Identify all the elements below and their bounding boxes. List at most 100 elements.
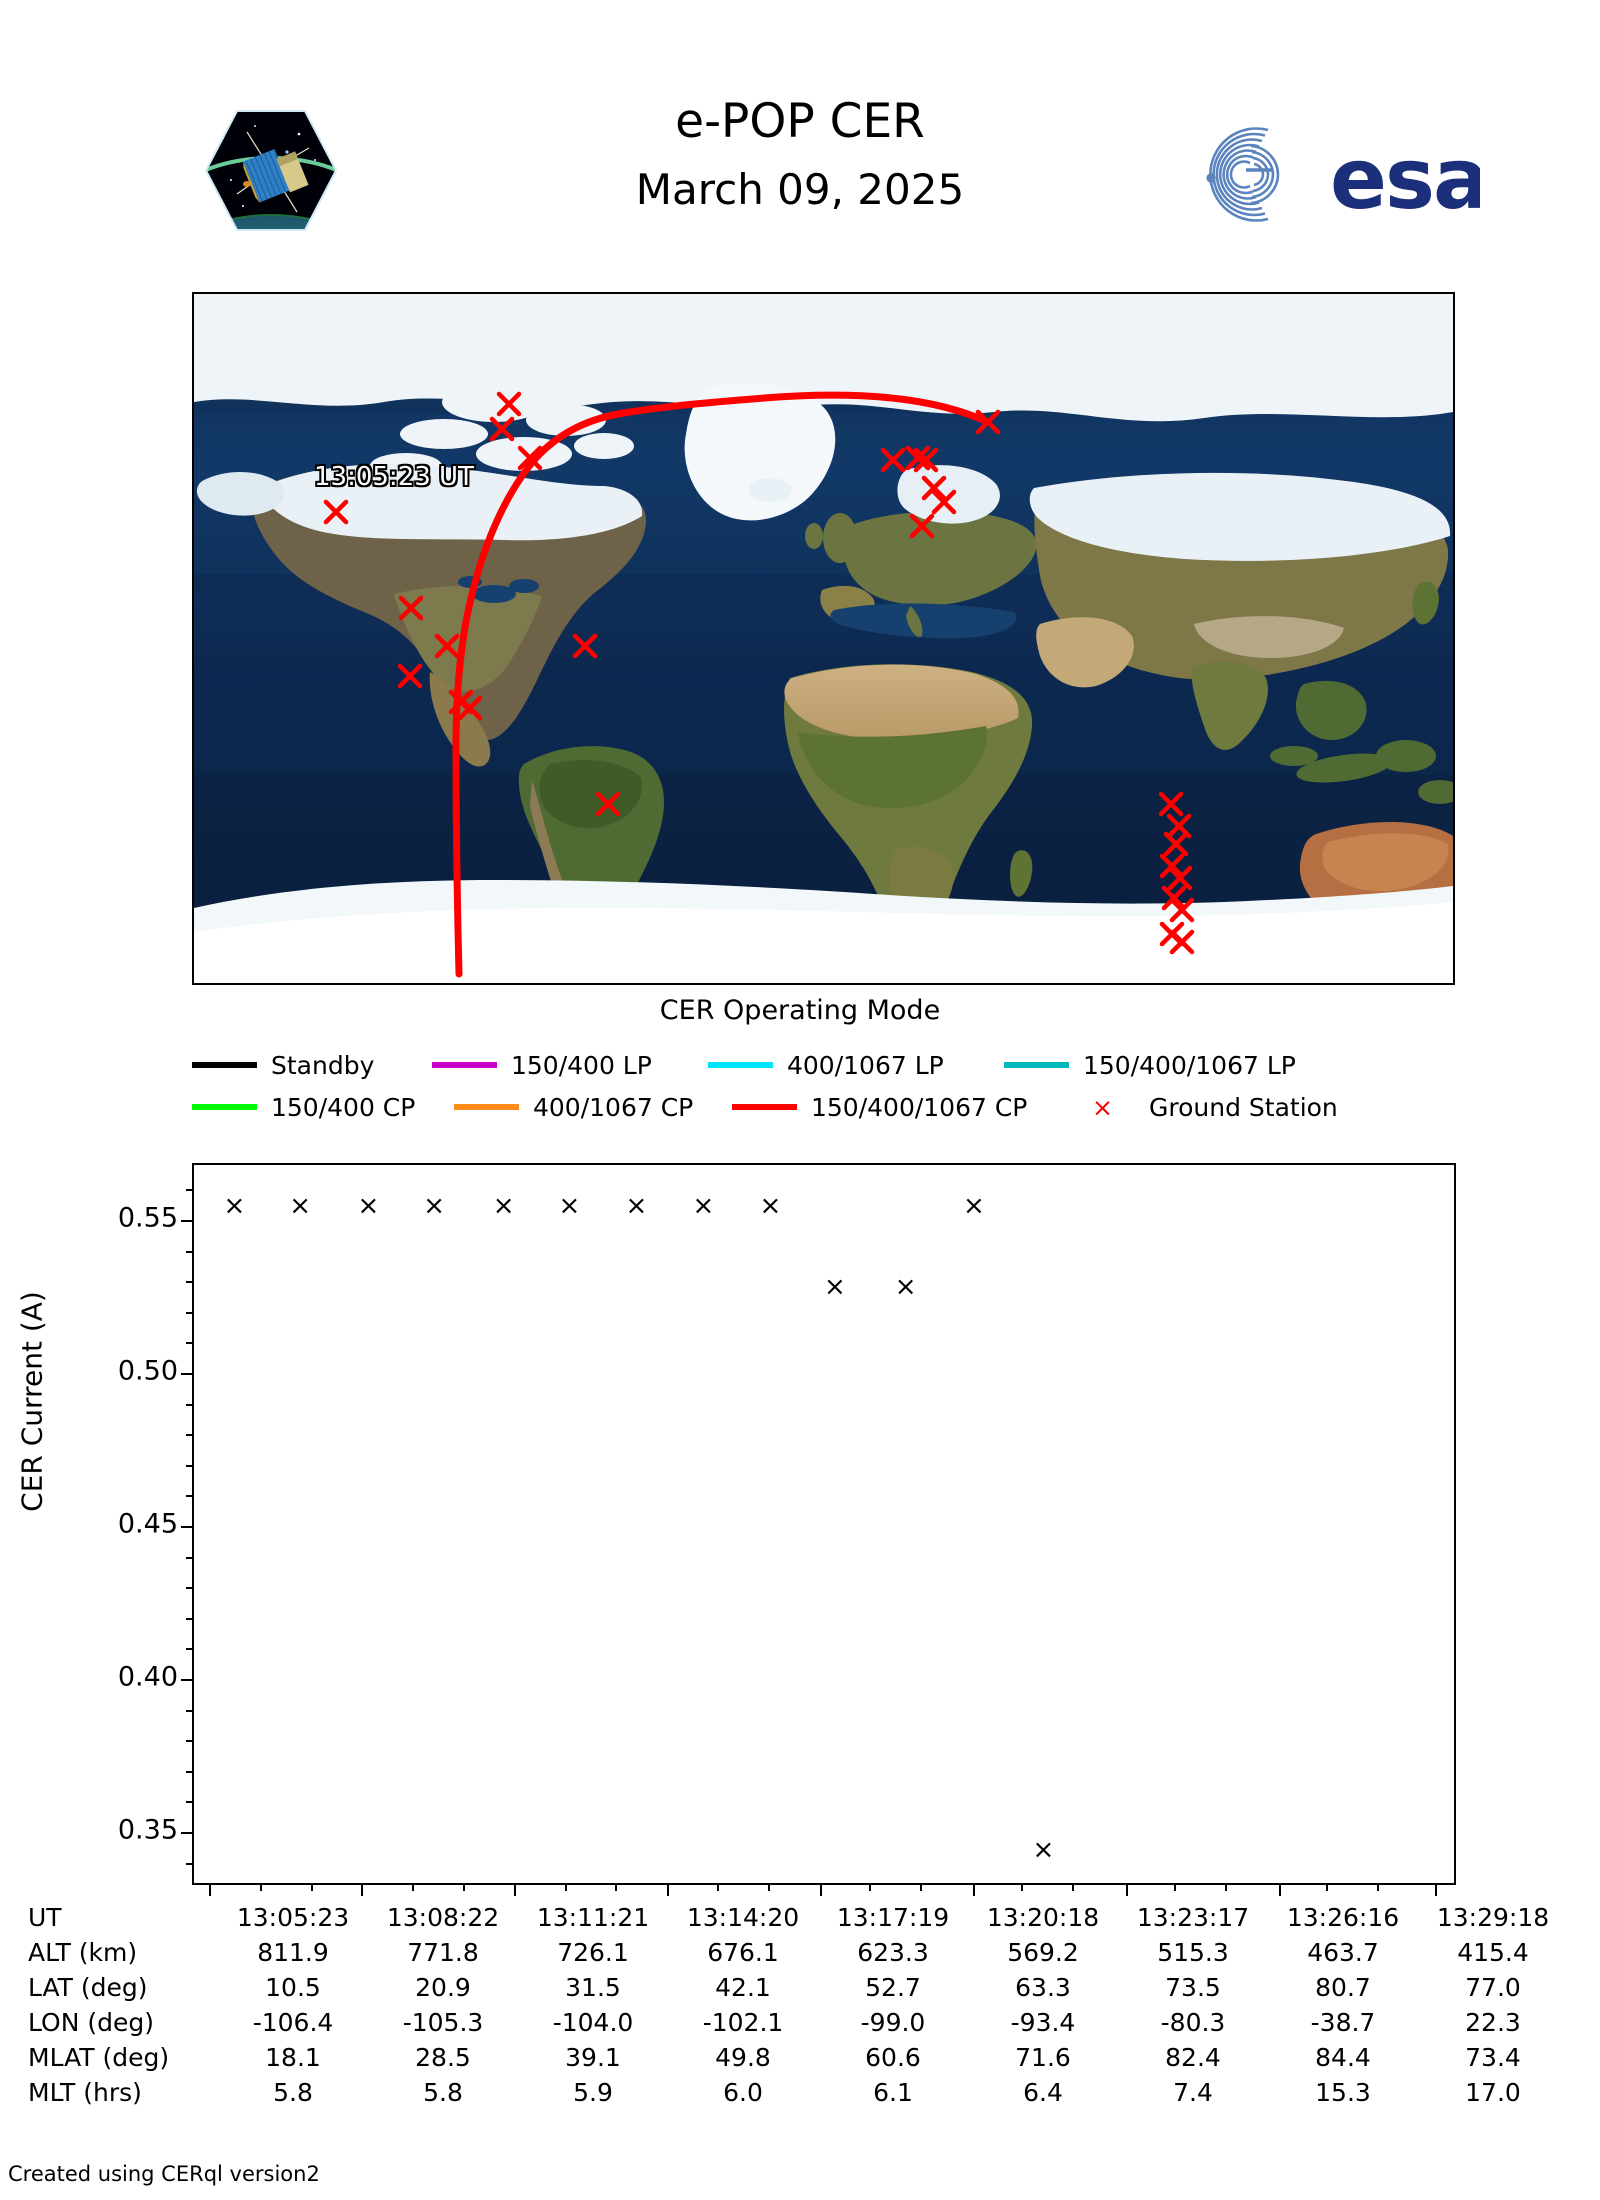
table-cell: 7.4	[1173, 2078, 1213, 2107]
legend-label-400-1067-lp: 400/1067 LP	[787, 1050, 944, 1080]
table-cell: 771.8	[407, 1938, 479, 1967]
table-cell: -38.7	[1310, 2008, 1376, 2037]
legend-item-standby[interactable]: Standby	[192, 1050, 374, 1080]
data-point: ×	[625, 1191, 648, 1222]
table-cell: 77.0	[1465, 1973, 1521, 2002]
legend-item-150-400-1067-lp[interactable]: 150/400/1067 LP	[1004, 1050, 1296, 1080]
table-row-label: UT	[28, 1903, 62, 1932]
y-tick-minor	[186, 1464, 194, 1467]
data-point: ×	[492, 1191, 515, 1222]
table-cell: 31.5	[565, 1973, 621, 2002]
table-cell: 13:08:22	[386, 1903, 500, 1932]
y-tick-minor	[186, 1495, 194, 1498]
x-tick-minor	[564, 1883, 567, 1891]
y-tick-minor	[186, 1648, 194, 1651]
y-tick-major	[181, 1373, 194, 1376]
legend-item-150-400-1067-cp[interactable]: 150/400/1067 CP	[732, 1092, 1027, 1122]
table-row: UT 13:05:23 13:08:22 13:11:21 13:14:20 13:17:…	[28, 1900, 1568, 1935]
ground-track-map: 13:05:23 UT 13:29:18 UT	[192, 292, 1455, 985]
table-cell: 13:23:17	[1136, 1903, 1250, 1932]
table-cell: 39.1	[565, 2043, 621, 2072]
data-point: ×	[423, 1191, 446, 1222]
table-cell: 623.3	[857, 1938, 929, 1967]
legend-item-150-400-cp[interactable]: 150/400 CP	[192, 1092, 415, 1122]
x-tick-minor	[716, 1883, 719, 1891]
table-cell: 569.2	[1007, 1938, 1079, 1967]
y-tick-major	[181, 1220, 194, 1223]
table-cell: 6.1	[873, 2078, 913, 2107]
x-tick-minor	[1376, 1883, 1379, 1891]
table-cell: 13:05:23	[236, 1903, 350, 1932]
x-tick-minor	[412, 1883, 415, 1891]
table-row: MLAT (deg) 18.1 28.5 39.1 49.8 60.6 71.6 82.4 84…	[28, 2040, 1568, 2075]
svg-text:esa: esa	[1330, 130, 1480, 227]
y-tick-minor	[186, 1709, 194, 1712]
table-cell: 42.1	[715, 1973, 771, 2002]
x-tick-major	[209, 1883, 212, 1896]
legend-label-400-1067-cp: 400/1067 CP	[533, 1092, 694, 1122]
x-tick-minor	[1173, 1883, 1176, 1891]
table-cell: 18.1	[265, 2043, 321, 2072]
table-cell: 84.4	[1315, 2043, 1371, 2072]
table-row-label: LAT (deg)	[28, 1973, 148, 2002]
data-point: ×	[823, 1272, 846, 1303]
legend-label-150-400-lp: 150/400 LP	[511, 1050, 652, 1080]
table-row-label: LON (deg)	[28, 2008, 154, 2037]
table-row-label: MLT (hrs)	[28, 2078, 142, 2107]
plot-data-area: × × × × × × × × × × × × ×	[181, 1165, 1454, 1896]
table-cell: 13:20:18	[986, 1903, 1100, 1932]
x-tick-major	[361, 1883, 364, 1896]
table-cell: 28.5	[415, 2043, 471, 2072]
x-tick-major	[514, 1883, 517, 1896]
table-row-label: MLAT (deg)	[28, 2043, 170, 2072]
y-tick-minor	[186, 1617, 194, 1620]
x-tick-minor	[1224, 1883, 1227, 1891]
table-cell: 726.1	[557, 1938, 629, 1967]
legend-label-150-400-cp: 150/400 CP	[271, 1092, 416, 1122]
x-tick-major	[1126, 1883, 1129, 1896]
y-tick-minor	[186, 1801, 194, 1804]
map-graphic	[194, 294, 1453, 983]
table-cell: 52.7	[865, 1973, 921, 2002]
legend-item-150-400-lp[interactable]: 150/400 LP	[432, 1050, 652, 1080]
page-title: e-POP CER	[675, 94, 925, 149]
table-cell: -80.3	[1160, 2008, 1226, 2037]
table-cell: 15.3	[1315, 2078, 1371, 2107]
table-cell: 13:29:18	[1436, 1903, 1550, 1932]
y-tick-minor	[186, 1587, 194, 1590]
x-tick-major	[820, 1883, 823, 1896]
legend-title: CER Operating Mode	[659, 995, 941, 1026]
table-row: ALT (km) 811.9 771.8 726.1 676.1 623.3 569.2 51…	[28, 1935, 1568, 1970]
cer-current-plot: × × × × × × × × × × × × ×	[181, 1163, 1456, 1896]
legend-label-150-400-1067-cp: 150/400/1067 CP	[811, 1092, 1028, 1122]
y-tick-label: 0.35	[117, 1814, 178, 1846]
table-cell: 13:11:21	[536, 1903, 650, 1932]
table-cell: 13:14:20	[686, 1903, 800, 1932]
table-cell: -104.0	[552, 2008, 634, 2037]
table-cell: 676.1	[707, 1938, 779, 1967]
y-tick-minor	[186, 1740, 194, 1743]
legend-row-2: 150/400 CP 400/1067 CP 150/400/1067 CP ×…	[192, 1092, 1455, 1122]
y-tick-minor	[186, 1862, 194, 1865]
table-cell: 82.4	[1165, 2043, 1221, 2072]
table-row: LON (deg) -106.4 -105.3 -104.0 -102.1 -99.0 -9…	[28, 2005, 1568, 2040]
legend-row-1: Standby 150/400 LP 400/1067 LP 150/400/1…	[192, 1050, 1455, 1080]
legend-swatch-standby	[192, 1062, 257, 1068]
x-tick-major	[667, 1883, 670, 1896]
legend-item-ground-station[interactable]: × Ground Station	[1070, 1092, 1338, 1122]
legend-item-400-1067-cp[interactable]: 400/1067 CP	[454, 1092, 693, 1122]
data-point: ×	[692, 1191, 715, 1222]
y-tick-minor	[186, 1250, 194, 1253]
table-cell: 20.9	[415, 1973, 471, 2002]
x-tick-major	[973, 1883, 976, 1896]
table-row: LAT (deg) 10.5 20.9 31.5 42.1 52.7 63.3 73.5 80.…	[28, 1970, 1568, 2005]
table-cell: 73.5	[1165, 1973, 1221, 2002]
table-cell: 71.6	[1015, 2043, 1071, 2072]
table-cell: 811.9	[257, 1938, 329, 1967]
table-cell: 6.0	[723, 2078, 763, 2107]
legend-item-400-1067-lp[interactable]: 400/1067 LP	[708, 1050, 944, 1080]
table-cell: 17.0	[1465, 2078, 1521, 2107]
legend-label-standby: Standby	[271, 1050, 375, 1080]
y-tick-major	[181, 1831, 194, 1834]
y-tick-minor	[186, 1556, 194, 1559]
